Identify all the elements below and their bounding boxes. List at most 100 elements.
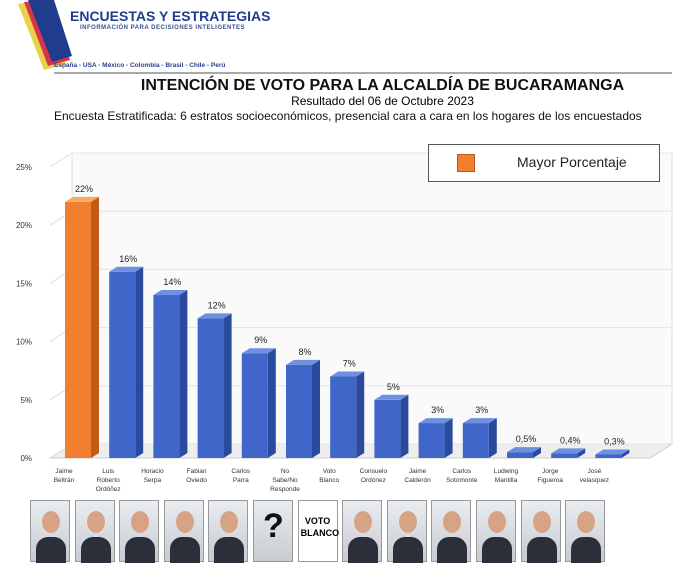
y-tick-label: 10%: [16, 338, 32, 347]
brand-tagline: INFORMACIÓN PARA DECISIONES INTELIGENTES: [80, 25, 246, 31]
bar-chart: 0% 5% 10% 15% 20% 25% 22% Jaime Beltrán 16% Luis Ro…: [16, 152, 674, 493]
bar-side: [179, 290, 188, 458]
bar: [551, 453, 578, 458]
legend-label: Mayor Porcentaje: [517, 154, 627, 170]
suit: [214, 537, 245, 563]
x-tick-label: Fabian: [187, 468, 207, 475]
face: [354, 511, 373, 533]
face: [86, 511, 105, 533]
data-label: 22%: [75, 184, 93, 194]
data-label: 9%: [254, 335, 267, 345]
candidate-photo: [565, 500, 606, 563]
data-label: 0,4%: [560, 435, 581, 445]
y-tick-label: 20%: [16, 221, 32, 230]
bar: [507, 452, 533, 458]
bar-top: [551, 448, 586, 454]
voto-blanco-logo: VOTO BLANCO: [300, 516, 340, 538]
face: [42, 511, 60, 533]
bar: [595, 454, 622, 458]
x-tick-label: Calderón: [404, 477, 431, 484]
bar-side: [356, 371, 365, 458]
bar-side: [444, 418, 453, 458]
bar: [153, 295, 180, 458]
suit: [125, 537, 156, 563]
x-tick-label: Figueroa: [537, 477, 563, 484]
x-tick-label: Beltrán: [54, 477, 75, 484]
data-label: 8%: [298, 347, 311, 357]
methodology: Encuesta Estratificada: 6 estratos socio…: [54, 109, 642, 123]
x-tick-label: Oviedo: [186, 477, 207, 484]
bar-side: [577, 448, 586, 458]
y-tick-label: 25%: [16, 163, 32, 172]
x-tick-label: Serpa: [144, 477, 162, 484]
bar: [286, 364, 312, 458]
brand-name: ENCUESTAS Y ESTRATEGIAS: [70, 8, 271, 24]
bar: [241, 353, 268, 458]
x-tick-label: velasquez: [580, 477, 609, 484]
x-tick-label: No: [281, 468, 290, 475]
question-mark-icon: ?: [263, 507, 284, 545]
data-label: 0,3%: [604, 437, 625, 447]
x-tick-label: Parra: [233, 477, 249, 484]
face: [175, 511, 194, 533]
bar-top: [462, 418, 497, 424]
face: [532, 511, 551, 533]
x-tick-label: Carlos: [231, 468, 251, 475]
bar-top: [507, 447, 541, 453]
candidate-photo: VOTO BLANCO: [297, 500, 340, 562]
x-tick-label: Carlos: [452, 468, 472, 475]
bar: [65, 201, 91, 459]
bar: [418, 423, 445, 458]
brand-logo: [18, 0, 72, 70]
face: [398, 511, 417, 533]
face: [577, 511, 596, 533]
x-tick-label: Blanco: [319, 477, 339, 484]
face: [488, 511, 506, 533]
suit: [80, 537, 111, 563]
face: [131, 511, 150, 533]
bar: [197, 318, 224, 458]
x-tick-label: José: [588, 468, 602, 475]
bar-side: [312, 359, 320, 458]
data-label: 5%: [387, 382, 400, 392]
data-label: 12%: [208, 300, 226, 310]
bar-top: [153, 290, 188, 296]
x-tick-label: Jorge: [542, 468, 559, 475]
candidate-photo: [74, 500, 115, 563]
data-label: 0,5%: [516, 434, 537, 444]
bar-top: [418, 418, 453, 424]
bar-top: [286, 359, 320, 365]
x-tick-label: Responde: [270, 486, 300, 493]
bar-side: [223, 313, 232, 458]
x-tick-label: Voto: [323, 468, 336, 475]
candidate-photo: [431, 500, 472, 563]
x-tick-label: Ordónez: [361, 477, 386, 484]
bar-top: [374, 394, 409, 400]
legend-swatch: [457, 154, 475, 172]
x-tick-label: Mantilla: [495, 477, 518, 484]
y-tick-label: 0%: [20, 454, 32, 463]
legend: Mayor Porcentaje: [428, 144, 660, 182]
bar: [109, 271, 136, 458]
face: [443, 511, 462, 533]
candidate-photo: [30, 500, 70, 563]
x-tick-label: Ordóñez: [96, 486, 121, 493]
bar-side: [621, 449, 630, 458]
x-tick-label: Luis: [102, 468, 115, 475]
method-text: 6 estratos socioeconómicos, presencial c…: [176, 109, 642, 123]
suit: [348, 537, 379, 563]
bar-top: [595, 449, 630, 455]
bar-top: [65, 196, 99, 202]
suit: [482, 537, 512, 563]
bar-side: [488, 418, 497, 458]
y-tick-label: 15%: [16, 279, 32, 288]
bar: [462, 423, 489, 458]
candidate-photo: [119, 500, 160, 563]
candidate-photo: [208, 500, 249, 563]
subtitle: Resultado del 06 de Octubre 2023: [291, 94, 474, 108]
x-tick-label: Ludwing: [494, 468, 519, 475]
x-tick-label: Jaime: [409, 468, 427, 475]
suit: [392, 537, 423, 563]
x-tick-label: Consuelo: [360, 468, 388, 475]
